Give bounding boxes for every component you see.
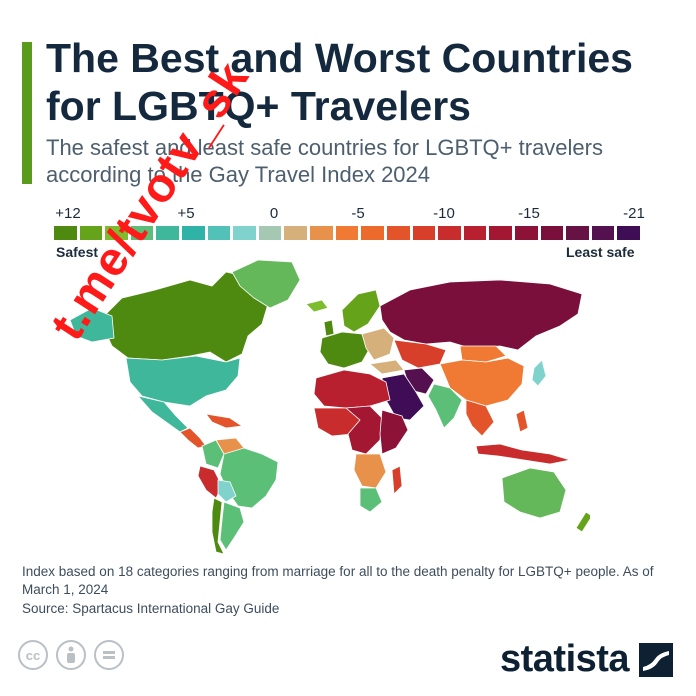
region-south-africa <box>359 487 383 513</box>
page-title: The Best and Worst Countries for LGBTQ+ … <box>46 35 633 129</box>
legend-swatch <box>207 226 231 240</box>
legend-swatch <box>617 226 641 240</box>
region-japan <box>531 359 547 387</box>
region-indonesia <box>475 443 571 465</box>
region-russia <box>379 279 583 351</box>
region-eastern-europe <box>361 327 395 361</box>
attribution-icon[interactable] <box>56 640 86 670</box>
legend-safest-label: Safest <box>56 244 99 260</box>
world-map <box>69 259 590 555</box>
legend-swatch <box>438 226 461 240</box>
region-iceland <box>305 299 329 313</box>
region-peru <box>197 465 223 499</box>
legend-swatch <box>233 226 256 240</box>
region-united-kingdom <box>323 319 335 337</box>
legend-swatch <box>54 226 77 240</box>
region-madagascar <box>391 465 403 495</box>
region-caribbean <box>205 413 244 429</box>
region-north-africa <box>313 369 391 409</box>
region-greenland <box>231 259 301 309</box>
region-bolivia <box>217 479 237 503</box>
legend-tick: +12 <box>55 205 81 222</box>
no-derivatives-icon[interactable] <box>94 640 124 670</box>
region-philippines <box>515 409 529 433</box>
legend-color-scale <box>54 226 641 240</box>
license-icons: cc <box>18 640 124 670</box>
region-colombia <box>201 439 225 469</box>
legend-swatch <box>566 226 589 240</box>
region-india <box>427 383 463 429</box>
legend-swatch <box>489 226 512 240</box>
region-mongolia <box>459 345 507 363</box>
statista-logo[interactable]: statista <box>500 638 674 681</box>
region-argentina <box>219 501 245 551</box>
legend-swatch <box>310 226 333 240</box>
legend-swatch <box>361 226 384 240</box>
legend-swatch <box>284 226 308 240</box>
region-western-europe <box>319 331 371 369</box>
page-subtitle: The safest and least safe countries for … <box>46 135 603 187</box>
legend-tick: -21 <box>623 205 645 222</box>
legend-swatch <box>463 226 487 240</box>
source-link[interactable]: Source: Spartacus International Gay Guid… <box>22 601 280 616</box>
brand-name: statista <box>500 638 630 680</box>
region-central-america <box>179 427 207 449</box>
region-turkey <box>369 359 405 375</box>
legend-tick: -5 <box>351 205 365 222</box>
legend-swatch <box>540 226 564 240</box>
legend-swatch <box>130 226 154 240</box>
legend-tick: -10 <box>433 205 455 222</box>
legend-least-safe-label: Least safe <box>566 244 635 260</box>
cc-icon[interactable]: cc <box>18 640 48 670</box>
legend-swatch <box>591 226 615 240</box>
region-southern-africa <box>353 453 387 489</box>
region-arabian-peninsula <box>381 373 425 421</box>
accent-bar <box>22 42 32 184</box>
region-scandinavia <box>341 289 381 333</box>
legend-swatch <box>105 226 128 240</box>
legend-swatch <box>412 226 436 240</box>
legend-tick: +5 <box>177 205 195 222</box>
region-central-asia <box>393 339 447 369</box>
legend-swatch <box>386 226 410 240</box>
region-australia <box>501 467 567 519</box>
legend-tick: 0 <box>269 205 279 222</box>
legend-tick: -15 <box>518 205 540 222</box>
region-china <box>439 357 525 407</box>
legend-swatch <box>182 226 205 240</box>
region-united-states <box>125 355 241 407</box>
legend-swatch <box>79 226 103 240</box>
region-southeast-asia <box>465 399 495 437</box>
region-alaska <box>69 307 115 343</box>
region-east-africa <box>379 409 409 455</box>
statista-logo-icon <box>639 642 674 677</box>
legend-swatch <box>514 226 538 240</box>
legend-swatch <box>156 226 180 240</box>
region-chile <box>211 497 225 555</box>
region-new-zealand <box>575 511 590 533</box>
legend-tick-labels: +12 +5 0 -5 -10 -15 -21 <box>40 205 660 225</box>
legend-swatch <box>258 226 282 240</box>
legend-swatch <box>335 226 359 240</box>
footnote: Index based on 18 categories ranging fro… <box>22 564 654 597</box>
